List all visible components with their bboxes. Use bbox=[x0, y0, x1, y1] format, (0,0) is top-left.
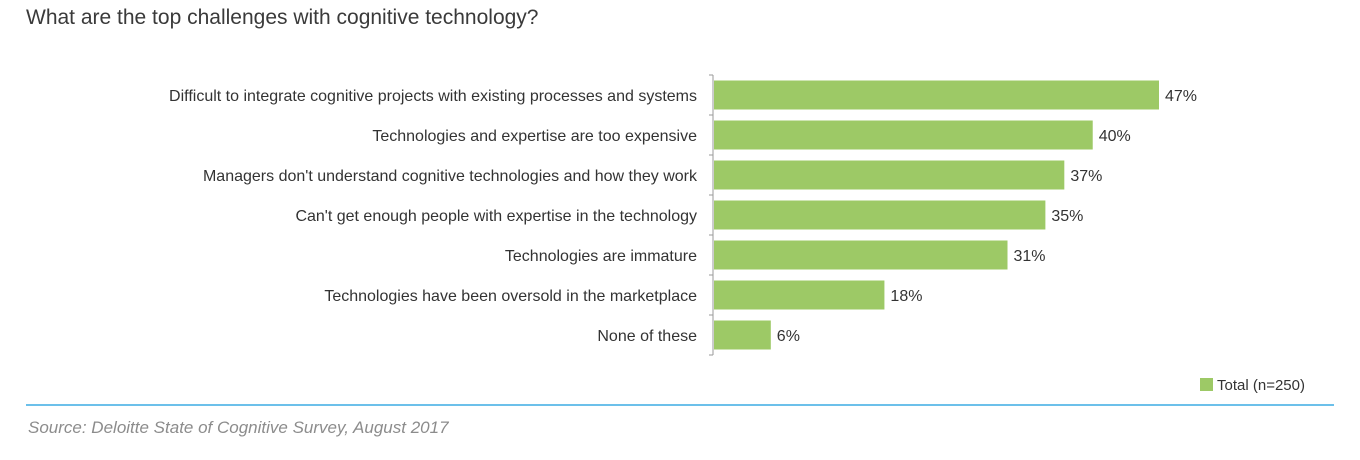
category-label: Managers don't understand cognitive tech… bbox=[203, 168, 698, 185]
bar bbox=[714, 200, 1046, 230]
data-label: 47% bbox=[1165, 88, 1197, 105]
data-label: 35% bbox=[1051, 208, 1083, 225]
bar bbox=[714, 280, 885, 310]
category-label: Technologies are immature bbox=[505, 248, 697, 265]
bar bbox=[714, 160, 1065, 190]
bar bbox=[714, 240, 1008, 270]
data-label: 18% bbox=[890, 288, 922, 305]
source-note: Source: Deloitte State of Cognitive Surv… bbox=[28, 418, 449, 437]
data-label: 31% bbox=[1014, 248, 1046, 265]
legend-label: Total (n=250) bbox=[1217, 377, 1305, 394]
category-label: None of these bbox=[597, 328, 697, 345]
bar bbox=[714, 120, 1093, 150]
category-label: Technologies have been oversold in the m… bbox=[324, 288, 697, 305]
bar-chart: Difficult to integrate cognitive project… bbox=[169, 74, 1305, 394]
bar bbox=[714, 80, 1159, 110]
chart-title: What are the top challenges with cogniti… bbox=[26, 6, 539, 29]
data-label: 40% bbox=[1099, 128, 1131, 145]
category-label: Technologies and expertise are too expen… bbox=[372, 128, 697, 145]
bar bbox=[714, 320, 771, 350]
data-label: 37% bbox=[1070, 168, 1102, 185]
footer-divider bbox=[26, 404, 1334, 406]
data-label: 6% bbox=[777, 328, 800, 345]
legend-swatch bbox=[1200, 378, 1213, 391]
category-label: Difficult to integrate cognitive project… bbox=[169, 88, 697, 105]
category-label: Can't get enough people with expertise i… bbox=[295, 208, 697, 225]
